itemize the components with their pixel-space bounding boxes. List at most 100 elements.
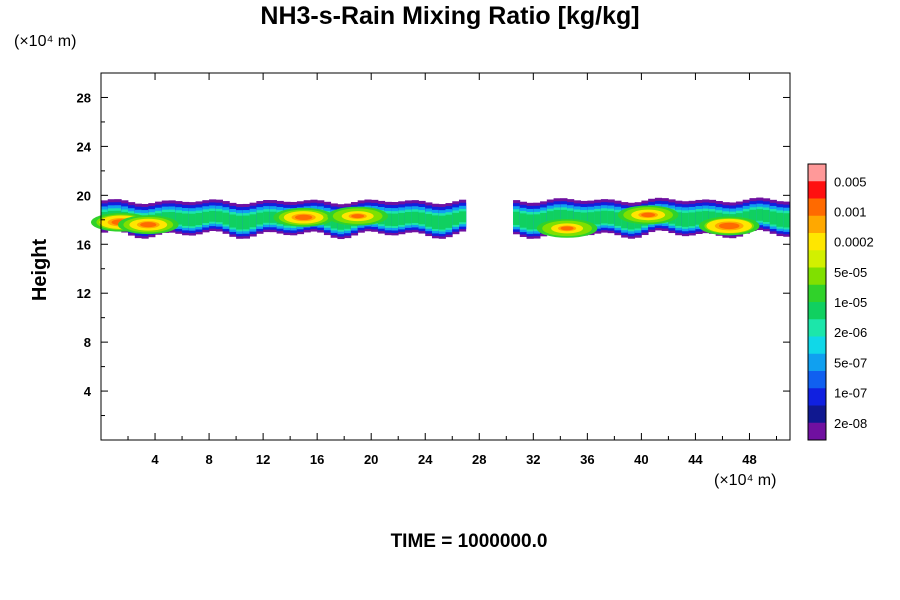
colorbar-label: 0.001 [834,204,867,219]
y-tick-label: 16 [77,237,91,252]
colorbar-swatch [808,336,826,355]
cloud-cell [607,211,615,224]
cloud-cell [695,211,703,225]
cloud-cell [783,213,791,228]
x-tick-label: 36 [580,452,594,467]
cloud-cell [621,213,629,229]
cloud-cell [404,212,413,224]
y-tick-label: 28 [77,90,91,105]
cloud-cell [445,214,453,228]
cloud-cell [384,213,392,226]
cloud-cell [263,211,271,223]
x-tick-label: 20 [364,452,378,467]
cloud-cell [762,209,771,222]
y-tick-label: 20 [77,188,91,203]
cloud-core [140,222,157,228]
cloud-cell [553,209,561,222]
cloud-cell [749,209,757,222]
colorbar-swatch [808,284,826,303]
cloud-cell [459,211,467,223]
colorbar-swatch [808,233,826,251]
colorbar-swatch [808,250,826,268]
colorbar-label: 5e-05 [834,265,867,280]
cloud-cell [675,212,683,226]
cloud-cell [222,212,230,225]
cloud-cell [526,214,534,230]
cloud-cell [175,212,183,225]
x-tick-label: 24 [418,452,433,467]
cloud-cell [776,212,784,227]
plot-frame [100,72,791,441]
colorbar-swatch [808,198,826,217]
x-tick-label: 12 [256,452,270,467]
cloud-cell [229,214,237,228]
cloud-cell [742,211,750,225]
colorbar-swatch [808,405,826,424]
colorbar-swatch [808,215,826,234]
colorbar-swatch [808,181,826,199]
cloud-cell [425,214,433,227]
cloud-cell [708,211,717,225]
cloud-cell [168,211,176,224]
cloud-cell [195,212,203,226]
colorbar-label: 1e-07 [834,386,867,401]
cloud-cell [452,212,460,225]
colorbar-swatch [808,353,826,372]
cloud-cell [202,211,210,224]
colorbar-frame [807,163,827,441]
x-axis-unit: (×10⁴ m) [714,472,777,489]
cloud-cell [688,212,696,227]
y-tick-label: 4 [84,384,92,399]
cloud-cell [600,210,609,224]
cloud-cell [519,213,527,228]
cloud-cell [573,211,581,226]
colorbar-swatch [808,319,826,337]
y-tick-label: 8 [84,335,91,350]
x-tick-label: 40 [634,452,648,467]
cloud-core [295,214,313,221]
y-tick-label: 12 [77,286,91,301]
cloud-cell [431,215,440,230]
cloud-cell [188,213,196,227]
cloud-cell [513,211,521,225]
colorbar-swatch [808,388,826,406]
cloud-cell [438,215,446,230]
cloud-cell [594,211,602,225]
colorbar-label: 1e-05 [834,295,867,310]
cloud-cell [533,214,541,230]
cloud-cell [182,213,190,226]
colorbar-swatch [808,371,826,389]
cloud-cell [567,210,575,224]
plot-area [91,197,791,240]
cloud-cell [242,215,251,230]
cloud-cell [702,211,710,224]
cloud-cell [418,212,426,225]
cloud-core [560,226,574,231]
cloud-core [351,214,365,219]
cloud-cell [580,212,588,227]
x-tick-label: 4 [151,452,159,467]
time-label: TIME = 1000000.0 [390,531,548,552]
x-tick-label: 8 [205,452,212,467]
cloud-core [641,212,656,218]
y-axis-unit: (×10⁴ m) [14,33,77,50]
y-tick-label: 24 [77,139,92,154]
x-tick-label: 16 [310,452,324,467]
cloud-cell [540,212,548,228]
colorbar-label: 5e-07 [834,355,867,370]
cloud-cell [249,214,257,228]
colorbar-swatch [808,302,826,320]
x-tick-label: 44 [688,452,703,467]
chart-title: NH3-s-Rain Mixing Ratio [kg/kg] [260,2,640,30]
cloud-cell [560,209,568,222]
cloud-cell [391,213,399,227]
cloud-cell [215,211,223,223]
colorbar-label: 2e-08 [834,416,867,431]
cloud-core [718,222,740,230]
cloud-cell [587,212,595,226]
colorbar-label: 0.005 [834,174,867,189]
cloud-cell [236,215,244,230]
colorbar-label: 2e-06 [834,325,867,340]
